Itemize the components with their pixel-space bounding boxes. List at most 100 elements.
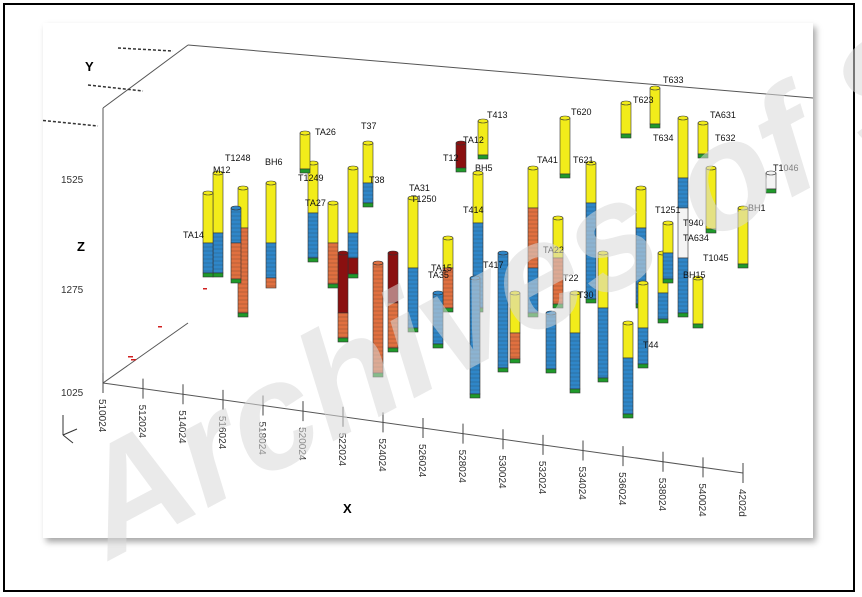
- borehole: [552, 215, 564, 309]
- borehole-segment: [585, 162, 597, 204]
- x-axis-label: X: [343, 501, 352, 516]
- borehole: [662, 220, 674, 284]
- borehole-cap: [237, 185, 249, 191]
- borehole-label: TA14: [183, 230, 204, 240]
- borehole: [677, 115, 689, 318]
- borehole-segment: [569, 388, 581, 394]
- y-axis-label: Y: [85, 59, 94, 74]
- borehole-segment: [387, 302, 399, 349]
- borehole-segment: [362, 182, 374, 204]
- borehole-segment: [585, 298, 597, 304]
- borehole-segment: [527, 167, 539, 209]
- borehole-label: T1250: [411, 194, 437, 204]
- borehole: [299, 130, 311, 174]
- borehole: [737, 205, 749, 269]
- borehole-label: T621: [573, 155, 594, 165]
- borehole: [265, 180, 277, 289]
- borehole-segment: [635, 187, 647, 229]
- borehole-segment: [230, 278, 242, 284]
- borehole-segment: [265, 182, 277, 244]
- borehole: [497, 250, 509, 373]
- borehole-segment: [472, 172, 484, 224]
- x-tick-label: 528024: [456, 450, 467, 484]
- z-tick-label: 1275: [61, 285, 84, 296]
- x-tick-label: 534024: [576, 467, 587, 501]
- x-tick-label: 524024: [376, 438, 387, 472]
- borehole-label: T30: [578, 290, 594, 300]
- x-tick-label: 520024: [296, 427, 307, 461]
- borehole-cap: [509, 290, 521, 296]
- borehole-cap: [765, 170, 777, 176]
- borehole-segment: [765, 188, 777, 194]
- y-axis-dashes: [37, 47, 174, 127]
- borehole-label: BH1: [748, 203, 766, 213]
- borehole-cap: [692, 275, 704, 281]
- borehole-segment: [765, 172, 777, 190]
- borehole-segment: [337, 337, 349, 343]
- x-tick-label: 516024: [216, 416, 227, 450]
- borehole-segment: [559, 117, 571, 175]
- borehole: [765, 170, 777, 194]
- borehole-label: T1045: [703, 253, 729, 263]
- borehole-cap: [635, 185, 647, 191]
- borehole-segment: [477, 154, 489, 160]
- borehole-cap: [327, 200, 339, 206]
- borehole-segment: [697, 122, 709, 155]
- borehole-cap: [585, 160, 597, 166]
- borehole-segment: [372, 262, 384, 374]
- borehole-segment: [387, 252, 399, 304]
- borehole-segment: [407, 327, 419, 333]
- borehole-label: T1046: [773, 163, 799, 173]
- borehole-label: BH5: [475, 163, 493, 173]
- borehole-segment: [469, 277, 481, 395]
- borehole-cap: [387, 250, 399, 256]
- borehole: [622, 320, 634, 419]
- borehole-segment: [705, 228, 717, 234]
- borehole-segment: [692, 277, 704, 325]
- borehole-cap: [477, 118, 489, 124]
- borehole: [362, 140, 374, 208]
- borehole-label: T37: [361, 121, 377, 131]
- borehole-label: T38: [369, 175, 385, 185]
- borehole-label: T1251: [655, 205, 681, 215]
- borehole-segment: [407, 197, 419, 269]
- borehole-label: T1249: [298, 173, 324, 183]
- borehole-segment: [545, 368, 557, 374]
- borehole: [585, 160, 597, 304]
- borehole-segment: [662, 222, 674, 254]
- x-tick-label: 4202d: [736, 489, 747, 517]
- borehole-label: T623: [633, 95, 654, 105]
- borehole-segment: [622, 322, 634, 359]
- z-axis-label: Z: [77, 239, 85, 254]
- borehole: [469, 275, 481, 399]
- borehole-label: M12: [213, 165, 231, 175]
- borehole-segment: [455, 167, 467, 173]
- borehole-segment: [737, 263, 749, 269]
- scattered-markers: [128, 288, 207, 361]
- borehole-segment: [265, 242, 277, 279]
- borehole-segment: [527, 312, 539, 318]
- borehole-segment: [307, 257, 319, 263]
- borehole: [649, 85, 661, 129]
- borehole-cap: [299, 130, 311, 136]
- borehole: [337, 250, 349, 343]
- borehole-cap: [637, 280, 649, 286]
- borehole-segment: [327, 242, 339, 285]
- borehole-segment: [622, 413, 634, 419]
- borehole-label: BH15: [683, 270, 706, 280]
- borehole-segment: [509, 292, 521, 334]
- borehole: [559, 115, 571, 179]
- borehole-segment: [327, 283, 339, 289]
- x-tick-label: 532024: [536, 461, 547, 495]
- x-tick-label: 514024: [176, 410, 187, 444]
- borehole-cap: [497, 250, 509, 256]
- z-tick-label: 1525: [61, 175, 84, 186]
- borehole-label: TA41: [537, 155, 558, 165]
- borehole-segment: [497, 367, 509, 373]
- borehole-label: TA12: [463, 135, 484, 145]
- borehole-label: T633: [663, 75, 684, 85]
- borehole-segment: [597, 307, 609, 379]
- borehole: [327, 200, 339, 289]
- borehole-segment: [657, 318, 669, 324]
- borehole-cap: [620, 100, 632, 106]
